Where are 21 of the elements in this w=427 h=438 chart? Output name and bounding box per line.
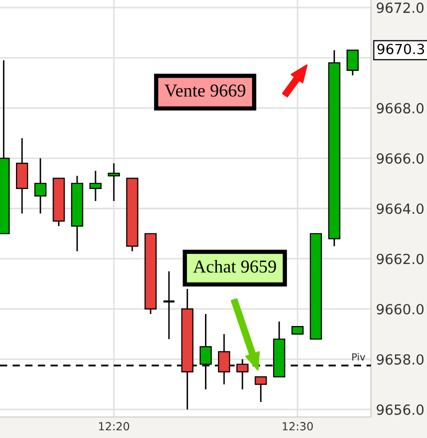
x-tick-label: 12:20: [99, 422, 130, 430]
y-tick-label: 9666.0: [376, 153, 424, 164]
text: 9670.3: [377, 44, 424, 54]
y-tick-label: 9668.0: [376, 102, 424, 114]
y-tick-label: 9658.0: [376, 354, 424, 365]
y-tick-label: 9662.0: [376, 254, 424, 264]
candlestick: [108, 162, 120, 202]
annotation: Achat 9659: [193, 260, 276, 273]
candlestick: [346, 50, 359, 76]
ref-line-label: Piv: [352, 353, 366, 360]
candlestick: [89, 170, 102, 202]
y-tick-label: 9672.0: [376, 2, 424, 14]
y-tick-label: 9660.0: [376, 304, 424, 314]
y-tick-label: 9656.0: [376, 404, 424, 415]
candlestick: [34, 158, 46, 214]
y-tick-label: 9664.0: [376, 203, 424, 214]
candlestick: [162, 270, 176, 340]
candlestick: [236, 358, 248, 390]
annotation: Vente 9669: [164, 84, 246, 97]
candlestick: [254, 376, 267, 403]
x-tick-label: 12:30: [282, 422, 313, 430]
